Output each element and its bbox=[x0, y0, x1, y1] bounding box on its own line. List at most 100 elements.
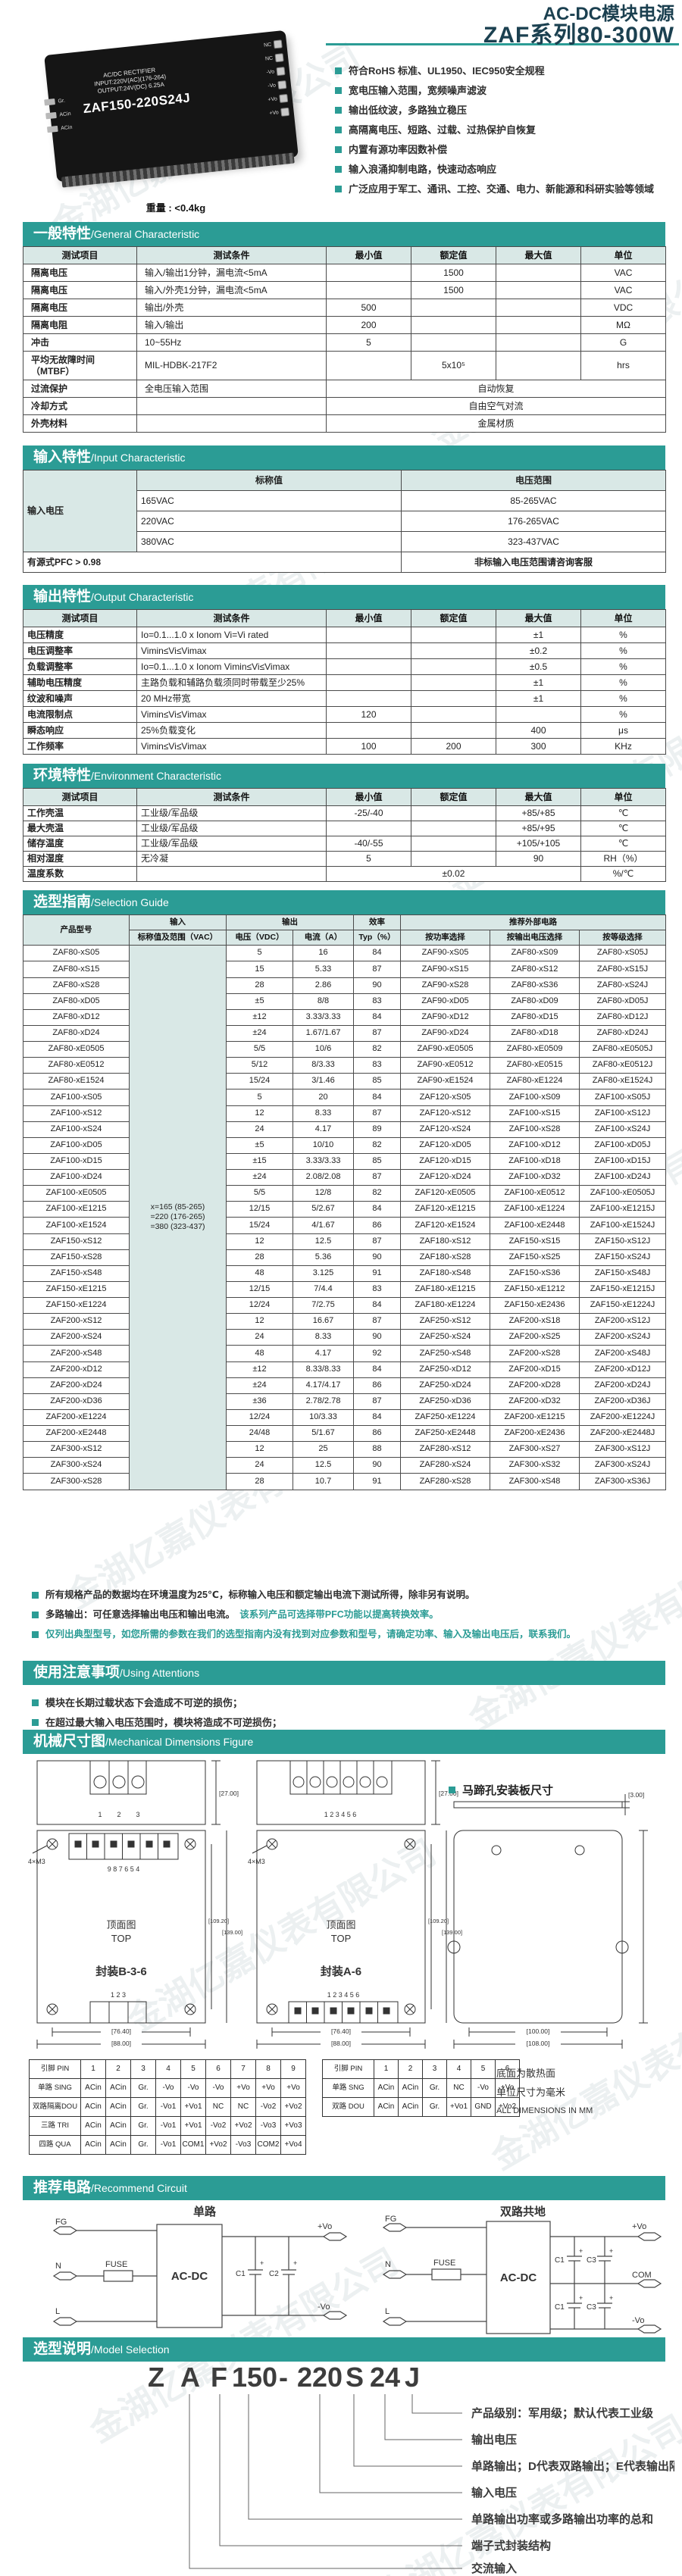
table-cell: 12/15 bbox=[226, 1280, 293, 1299]
terminal-n: N bbox=[55, 2262, 61, 2271]
table-cell: ZAF200-xD24 bbox=[23, 1377, 130, 1394]
table-cell: ZAF180-xE1215 bbox=[400, 1280, 490, 1299]
section-bar-model: 选型说明 /Model Selection bbox=[23, 2337, 665, 2362]
table-cell: 5 bbox=[471, 2059, 496, 2079]
table-cell: ZAF80-xE0512 bbox=[23, 1057, 130, 1074]
section-title-zh: 输入特性 bbox=[33, 449, 92, 465]
table-cell: 输出 bbox=[226, 914, 354, 931]
module-pin: +Vo bbox=[267, 93, 289, 105]
table-cell: 323-437VAC bbox=[401, 531, 666, 552]
table-row: ZAF100-xD24 ±24 2.08/2.08 87 ZAF120-xD24 ZAF1… bbox=[23, 1168, 667, 1186]
table-cell: 5/5 bbox=[226, 1040, 293, 1058]
table-cell: 最小值 bbox=[326, 609, 411, 627]
table-cell: 10/6 bbox=[293, 1040, 354, 1058]
table-row: ZAF200-xE1224 12/24 10/3.33 84 ZAF250-xE1224… bbox=[23, 1408, 667, 1427]
table-cell: 1 bbox=[80, 2059, 106, 2079]
table-cell: 输入/输出 bbox=[136, 316, 327, 334]
table-row: ZAF80-xS05 x=165 (85-265) =220 (176-265) … bbox=[23, 945, 667, 1490]
table-cell: ZAF300-xS36J bbox=[578, 1473, 667, 1490]
table-cell: ZAF250-xS48 bbox=[400, 1345, 490, 1362]
table-row: 隔离电压 输入/外壳1分钟，漏电流<5mA 1500 VAC bbox=[23, 281, 666, 299]
pin-tab-icon bbox=[46, 125, 58, 133]
section-title-en: /Using Attentions bbox=[120, 1667, 200, 1679]
table-cell: 电压（VDC） bbox=[226, 930, 293, 946]
table-cell: +85/+95 bbox=[496, 821, 581, 836]
table-cell: 工作频率 bbox=[23, 738, 137, 755]
table-cell: ±1 bbox=[496, 674, 581, 691]
table-cell: Io=0.1...1.0 x Ionom Vi=Vi rated bbox=[136, 627, 327, 643]
list-item-text: 符合RoHS 标准、UL1950、IEC950安全规程 bbox=[349, 65, 545, 77]
table-cell: 5/12 bbox=[226, 1057, 293, 1074]
module-pin: Gr. bbox=[44, 97, 70, 106]
table-cell: 最大值 bbox=[496, 609, 581, 627]
terminal-l: L bbox=[385, 2307, 389, 2316]
table-cell: ±12 bbox=[226, 1361, 293, 1378]
table-cell: ZAF250-xE1224 bbox=[400, 1408, 490, 1427]
table-cell bbox=[411, 722, 496, 739]
table-cell: 辅助电压精度 bbox=[23, 674, 137, 691]
table-cell: ZAF80-xD18 bbox=[490, 1024, 580, 1043]
table-cell: -Vo bbox=[471, 2078, 496, 2098]
table-cell: 2.86 bbox=[293, 977, 354, 994]
table-row: 最大壳温 工业级/军品级 +85/+95 ℃ bbox=[23, 821, 666, 836]
table-cell: 8/8 bbox=[293, 993, 354, 1010]
cap-c1-label: C1 bbox=[555, 2256, 565, 2265]
table-cell: 84 bbox=[353, 1008, 401, 1026]
table-cell: 12/24 bbox=[226, 1296, 293, 1315]
table-row: ZAF80-xE1524 15/24 3/1.46 85 ZAF90-xE1524 ZAF… bbox=[23, 1073, 667, 1090]
table-row: 隔离电压 输入/输出1分钟，漏电流<5mA 1500 VAC bbox=[23, 264, 666, 282]
pin-table-6-wrap: 引脚 PIN 1 2 3 4 5 6 单路 SNG ACin ACin Gr. NC -Vo +Vo 双路 … bbox=[322, 2059, 520, 2117]
table-row: 纹波和噪声 20 MHz带宽 ±1% bbox=[23, 690, 666, 707]
table-cell: 83 bbox=[353, 1280, 401, 1299]
table-cell: 5 bbox=[326, 333, 411, 352]
table-cell: 隔离电压 bbox=[23, 299, 137, 317]
table-cell: 90 bbox=[353, 1329, 401, 1346]
table-cell: ±5 bbox=[226, 1136, 293, 1154]
table-cell: 输入/输出1分钟，漏电流<5mA bbox=[136, 264, 327, 282]
table-cell: 91 bbox=[353, 1473, 401, 1490]
table-cell: -Vo3 bbox=[255, 2116, 281, 2136]
table-cell: 87 bbox=[353, 1313, 401, 1330]
terminal-l: L bbox=[55, 2307, 60, 2316]
table-row: 双路 DOU ACin ACin Gr. +Vo1 GND +Vo2 bbox=[322, 2097, 520, 2117]
table-row: 瞬态响应 25%负载变化 400 μs bbox=[23, 722, 666, 739]
table-row: ZAF80-xS15 15 5.33 87 ZAF90-xS15 ZAF80-xS12 ZA… bbox=[23, 961, 667, 978]
acdc-box-label: AC-DC bbox=[171, 2270, 208, 2283]
table-cell: Gr. bbox=[130, 2078, 156, 2098]
dim-27: [27.00] bbox=[219, 1790, 239, 1797]
section-bar-circuit: 推荐电路 /Recommend Circuit bbox=[23, 2176, 665, 2200]
svg-text:+: + bbox=[579, 2294, 583, 2302]
table-cell: NC bbox=[446, 2078, 471, 2098]
table-cell: 12.5 bbox=[293, 1457, 354, 1474]
table-cell: 电压精度 bbox=[23, 627, 137, 643]
table-cell: 3.125 bbox=[293, 1265, 354, 1282]
table-cell bbox=[496, 706, 581, 723]
title-line1: AC-DC模块电源 bbox=[543, 4, 674, 24]
section-bar-environment: 环境特性 /Environment Characteristic bbox=[23, 764, 665, 788]
table-cell: COM1 bbox=[180, 2135, 206, 2155]
table-cell: ZAF100-xE2448 bbox=[490, 1217, 580, 1234]
table-cell: ZAF90-xD12 bbox=[400, 1008, 490, 1026]
model-annotation: 输出电压 bbox=[471, 2433, 517, 2446]
module-pin: -Vo bbox=[264, 67, 286, 77]
table-cell: x=165 (85-265) =220 (176-265) =380 (323-… bbox=[129, 945, 227, 1490]
table-cell: ZAF200-xS24 bbox=[23, 1329, 130, 1346]
table-cell: ZAF80-xE0512J bbox=[578, 1057, 667, 1074]
table-cell bbox=[496, 333, 581, 352]
table-row: ZAF80-xD05 ±5 8/8 83 ZAF90-xD05 ZAF80-xD09 ZAF… bbox=[23, 993, 667, 1010]
section-title-zh: 机械尺寸图 bbox=[33, 1733, 106, 1749]
circuit-dual: FG N L FUSE AC-DC +Vo COM -Vo C1 C3 C1 C… bbox=[382, 2215, 662, 2334]
table-cell: 86 bbox=[353, 1377, 401, 1394]
section-title-zh: 选型指南 bbox=[33, 894, 92, 910]
pin-tab-icon bbox=[44, 98, 55, 106]
table-row: 工作壳温 工业级/军品级 -25/-40 +85/+85 ℃ bbox=[23, 805, 666, 821]
terminal-n: N bbox=[385, 2260, 391, 2269]
table-cell: % bbox=[580, 627, 666, 643]
table-cell: ACin bbox=[105, 2097, 131, 2117]
table-cell: 12/24 bbox=[226, 1408, 293, 1427]
dim-3: [3.00] bbox=[628, 1791, 644, 1799]
table-cell: 测试项目 bbox=[23, 246, 137, 264]
table-cell: 工作壳温 bbox=[23, 805, 137, 821]
table-cell: 冷却方式 bbox=[23, 397, 137, 415]
table-cell: ZAF100-xE0512 bbox=[490, 1185, 580, 1202]
